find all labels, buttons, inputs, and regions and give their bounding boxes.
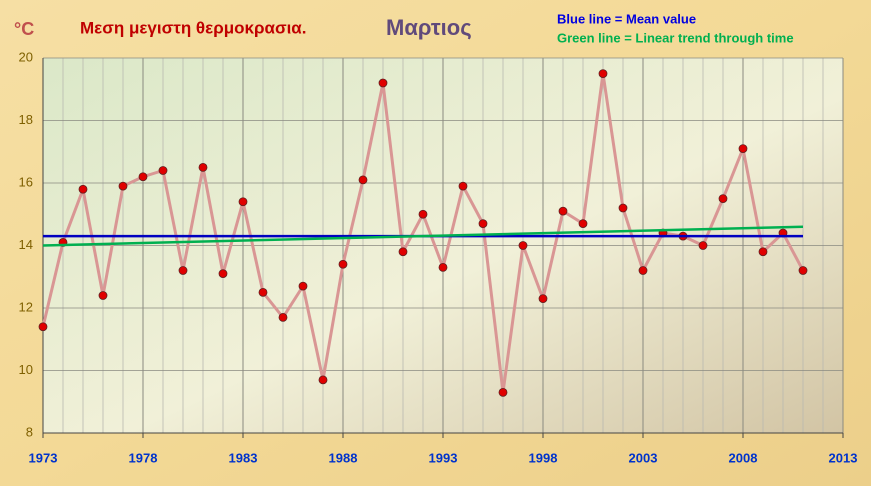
y-tick-label: 8 — [26, 424, 33, 439]
data-point — [98, 291, 108, 300]
data-point — [338, 259, 348, 269]
data-point — [178, 266, 188, 275]
data-point — [558, 206, 568, 216]
data-point — [518, 241, 528, 250]
data-point — [638, 266, 648, 275]
x-tick-label: 2003 — [629, 450, 658, 465]
data-point — [138, 172, 148, 182]
data-point — [398, 247, 408, 257]
series-line — [42, 225, 804, 247]
x-tick-label: 1973 — [29, 450, 58, 465]
x-tick-label: 1988 — [329, 450, 358, 465]
data-point — [798, 266, 808, 275]
data-point — [698, 241, 708, 250]
data-point — [278, 312, 288, 322]
data-point — [758, 247, 768, 257]
data-point — [478, 219, 488, 229]
data-point — [258, 287, 268, 297]
x-tick-label: 1983 — [229, 450, 258, 465]
legend-entry: Blue line = Mean value — [557, 11, 696, 26]
chart-subtitle: Μαρτιος — [386, 15, 472, 40]
y-axis-unit: °C — [14, 19, 34, 39]
data-point — [318, 375, 328, 385]
data-point — [538, 294, 548, 304]
x-tick-label: 2013 — [829, 450, 858, 465]
y-tick-label: 18 — [19, 112, 33, 127]
y-tick-label: 12 — [19, 299, 33, 314]
data-point — [158, 166, 168, 175]
data-point — [718, 194, 728, 204]
data-point — [218, 269, 228, 279]
x-tick-label: 1993 — [429, 450, 458, 465]
y-tick-label: 10 — [19, 362, 33, 377]
data-point — [458, 181, 468, 191]
x-tick-label: 1978 — [129, 450, 158, 465]
data-point — [118, 181, 128, 191]
data-point — [578, 219, 588, 229]
data-point — [598, 69, 608, 79]
data-point — [238, 197, 248, 207]
data-point — [498, 387, 508, 397]
data-point — [438, 262, 448, 272]
data-point — [358, 175, 368, 185]
data-point — [378, 78, 388, 88]
data-point — [298, 281, 308, 291]
data-point — [78, 184, 88, 194]
y-tick-label: 20 — [19, 49, 33, 64]
y-tick-label: 14 — [19, 237, 33, 252]
x-tick-label: 1998 — [529, 450, 558, 465]
chart-title: Μεση μεγιστη θερμοκρασια. — [80, 18, 306, 37]
data-point — [618, 203, 628, 213]
data-point — [738, 144, 748, 154]
data-point — [418, 209, 428, 219]
data-point — [198, 162, 208, 172]
x-tick-label: 2008 — [729, 450, 758, 465]
legend-entry: Green line = Linear trend through time — [557, 30, 794, 45]
y-tick-label: 16 — [19, 174, 33, 189]
data-point — [38, 322, 48, 332]
